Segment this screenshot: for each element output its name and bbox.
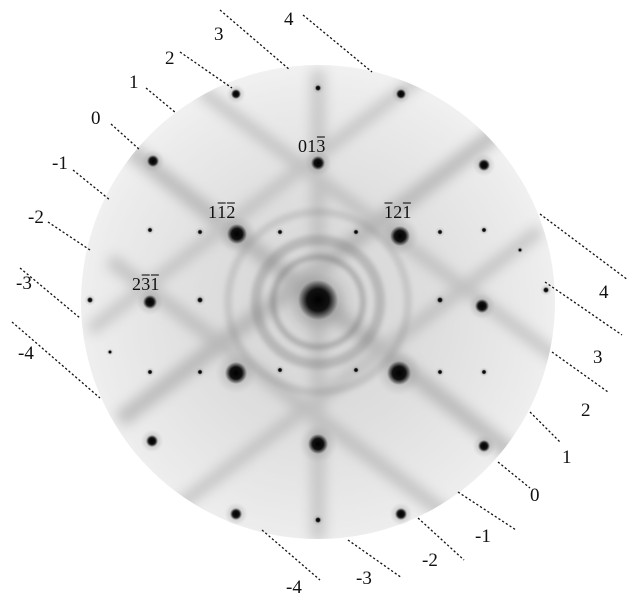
dashed-guide-line: [303, 15, 372, 72]
line-label-ul-neg4: -4: [18, 343, 34, 364]
diffraction-spot: [227, 224, 247, 244]
miller-index-digit: 2: [393, 202, 402, 222]
dashed-guide-line: [540, 214, 628, 280]
diffraction-spot: [518, 248, 522, 252]
miller-index-digit: 1: [402, 202, 411, 222]
diffraction-spot: [396, 89, 406, 99]
diffraction-spot: [438, 230, 443, 235]
miller-index-digit: 2: [132, 274, 141, 294]
diffraction-spot: [278, 230, 283, 235]
dashed-guide-line: [146, 88, 176, 113]
line-label-lr-neg1: -1: [475, 526, 491, 547]
line-label-lr-neg2: -2: [422, 550, 438, 571]
diffraction-spot: [482, 370, 487, 375]
diffraction-spot: [148, 228, 153, 233]
dashed-guide-line: [220, 10, 290, 70]
dashed-guide-line: [48, 222, 90, 250]
dashed-guide-line: [111, 124, 140, 150]
line-label-ul-neg1: -1: [52, 153, 68, 174]
line-label-ul-3: 3: [214, 24, 224, 45]
diffraction-spot: [198, 230, 203, 235]
line-label-lr-neg3: -3: [356, 568, 372, 589]
diffraction-spot: [315, 517, 321, 523]
diffraction-spot: [146, 435, 158, 447]
line-label-ul-2: 2: [165, 48, 175, 69]
dashed-guide-line: [458, 492, 516, 530]
miller-index-digit: 2: [226, 202, 235, 222]
diffraction-spot: [225, 362, 247, 384]
line-label-lr-3: 3: [593, 347, 603, 368]
miller-index-digit: 1: [384, 202, 393, 222]
diffraction-spot: [198, 370, 203, 375]
diffraction-spot: [197, 297, 203, 303]
dashed-guide-line: [545, 282, 622, 335]
diffraction-spot: [230, 508, 242, 520]
diffraction-spot: [315, 85, 321, 91]
miller-index-digit: 1: [208, 202, 217, 222]
dashed-guide-line: [180, 52, 232, 88]
diffraction-spot: [87, 297, 93, 303]
diffraction-spot: [475, 299, 489, 313]
diffraction-spot: [298, 280, 338, 320]
diffraction-spot: [354, 230, 359, 235]
line-label-ul-neg2: -2: [28, 207, 44, 228]
diffraction-spot: [438, 370, 443, 375]
miller-index-digit: 1: [217, 202, 226, 222]
dashed-guide-line: [530, 412, 560, 442]
line-label-lr-2: 2: [581, 400, 591, 421]
line-label-lr-1: 1: [562, 447, 572, 468]
miller-index-digit: 0: [298, 136, 307, 156]
dashed-guide-line: [73, 170, 110, 200]
miller-index-digit: 3: [316, 136, 325, 156]
line-label-ul-0: 0: [91, 108, 101, 129]
miller-index-digit: 3: [141, 274, 150, 294]
diffraction-spot: [308, 434, 328, 454]
diffraction-spot: [147, 155, 159, 167]
line-label-lr-0: 0: [530, 485, 540, 506]
miller-index-digit: 1: [150, 274, 159, 294]
diffraction-spot: [143, 295, 157, 309]
line-label-ul-1: 1: [129, 72, 139, 93]
diffraction-spot: [478, 440, 490, 452]
diffraction-spot: [437, 297, 443, 303]
line-label-ul-4: 4: [284, 9, 294, 30]
line-label-lr-4: 4: [599, 282, 609, 303]
diffraction-spot: [395, 508, 407, 520]
miller-index-digit: 1: [307, 136, 316, 156]
diffraction-spot: [231, 89, 241, 99]
diffraction-spot: [148, 370, 153, 375]
diffraction-spot: [390, 226, 410, 246]
diffraction-spot: [387, 361, 411, 385]
diffraction-spot: [482, 228, 487, 233]
diffraction-spot: [311, 156, 325, 170]
diffraction-spot: [108, 350, 112, 354]
line-label-ul-neg3: -3: [16, 273, 32, 294]
diffraction-spot: [278, 368, 283, 373]
line-label-lr-neg4: -4: [286, 577, 302, 598]
diffraction-spot: [543, 287, 549, 293]
diffraction-spot: [478, 159, 490, 171]
dashed-guide-line: [498, 462, 530, 488]
diffraction-spot: [354, 368, 359, 373]
